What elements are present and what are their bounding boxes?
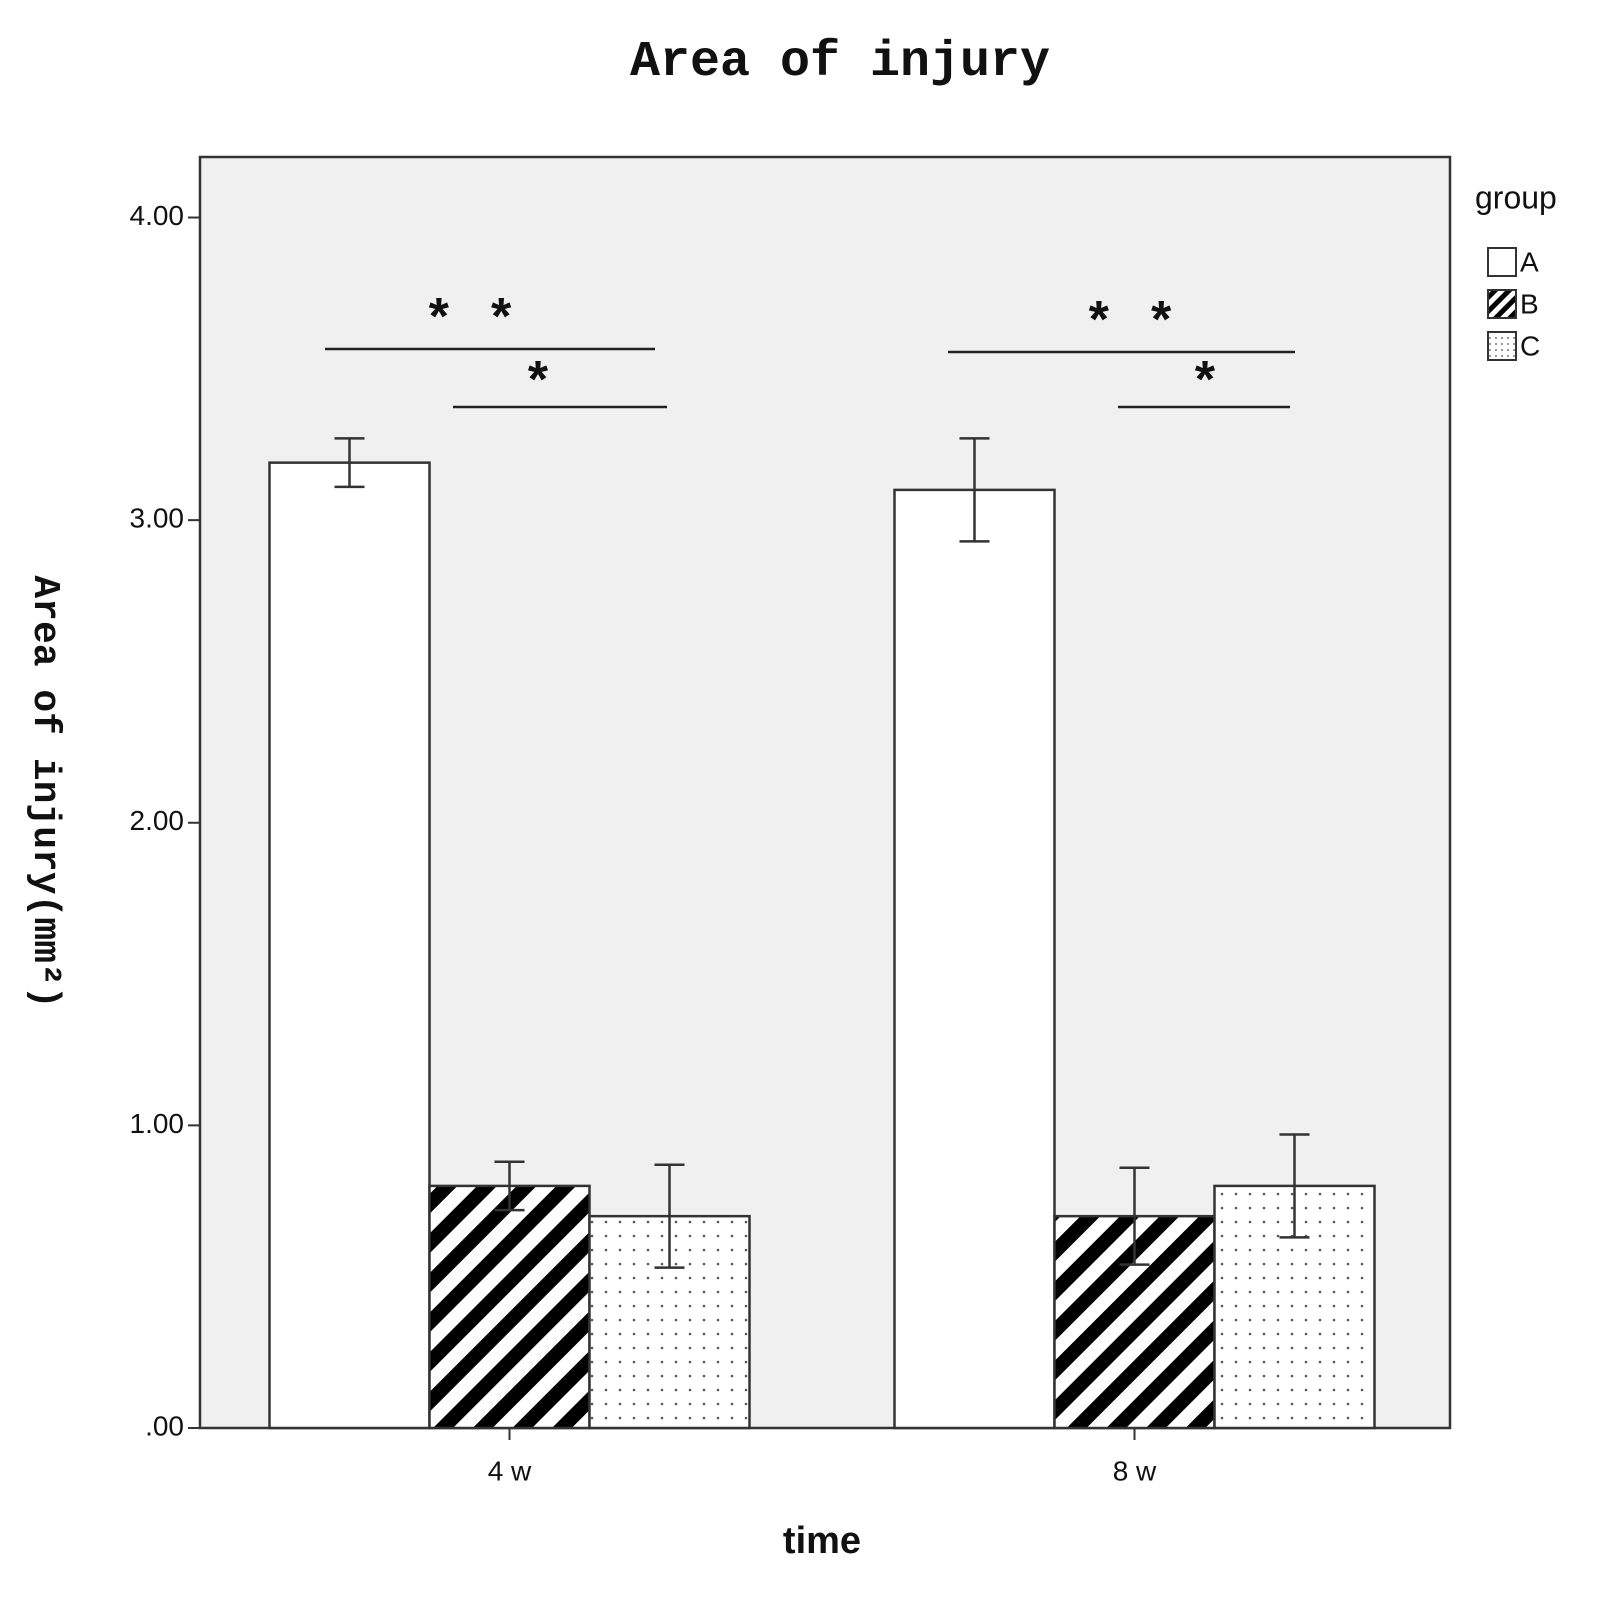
y-tick-label: 4.00 bbox=[130, 200, 185, 231]
y-tick-label: 3.00 bbox=[130, 503, 185, 534]
error-bar bbox=[494, 1160, 525, 1212]
error-bar bbox=[1119, 1166, 1150, 1266]
error-bar bbox=[334, 437, 365, 489]
y-axis-label: Area of injury(mm²) bbox=[23, 575, 66, 1008]
x-tick-label: 8 w bbox=[1113, 1455, 1157, 1486]
x-axis-label: time bbox=[783, 1520, 861, 1562]
error-bar bbox=[654, 1163, 685, 1269]
bar bbox=[268, 461, 431, 1430]
significance-label: * bbox=[1189, 356, 1220, 415]
legend-swatch bbox=[1487, 331, 1517, 361]
bar bbox=[893, 488, 1056, 1430]
significance-label: * * bbox=[423, 293, 517, 352]
significance-label: * bbox=[522, 356, 553, 415]
y-tick-label: 2.00 bbox=[130, 805, 185, 836]
error-bar bbox=[959, 437, 990, 543]
legend-label: B bbox=[1520, 288, 1539, 319]
bar bbox=[428, 1184, 591, 1430]
error-bar bbox=[1279, 1133, 1310, 1239]
chart-title: Area of injury bbox=[630, 34, 1050, 91]
y-tick-label: 1.00 bbox=[130, 1108, 185, 1139]
legend-swatch bbox=[1487, 247, 1517, 277]
legend-swatch bbox=[1487, 289, 1517, 319]
legend-title: group bbox=[1475, 179, 1557, 215]
significance-label: * * bbox=[1083, 296, 1177, 355]
x-tick-label: 4 w bbox=[488, 1455, 532, 1486]
legend-label: C bbox=[1520, 330, 1540, 361]
y-tick-label: .00 bbox=[145, 1410, 184, 1441]
legend-label: A bbox=[1520, 246, 1539, 277]
